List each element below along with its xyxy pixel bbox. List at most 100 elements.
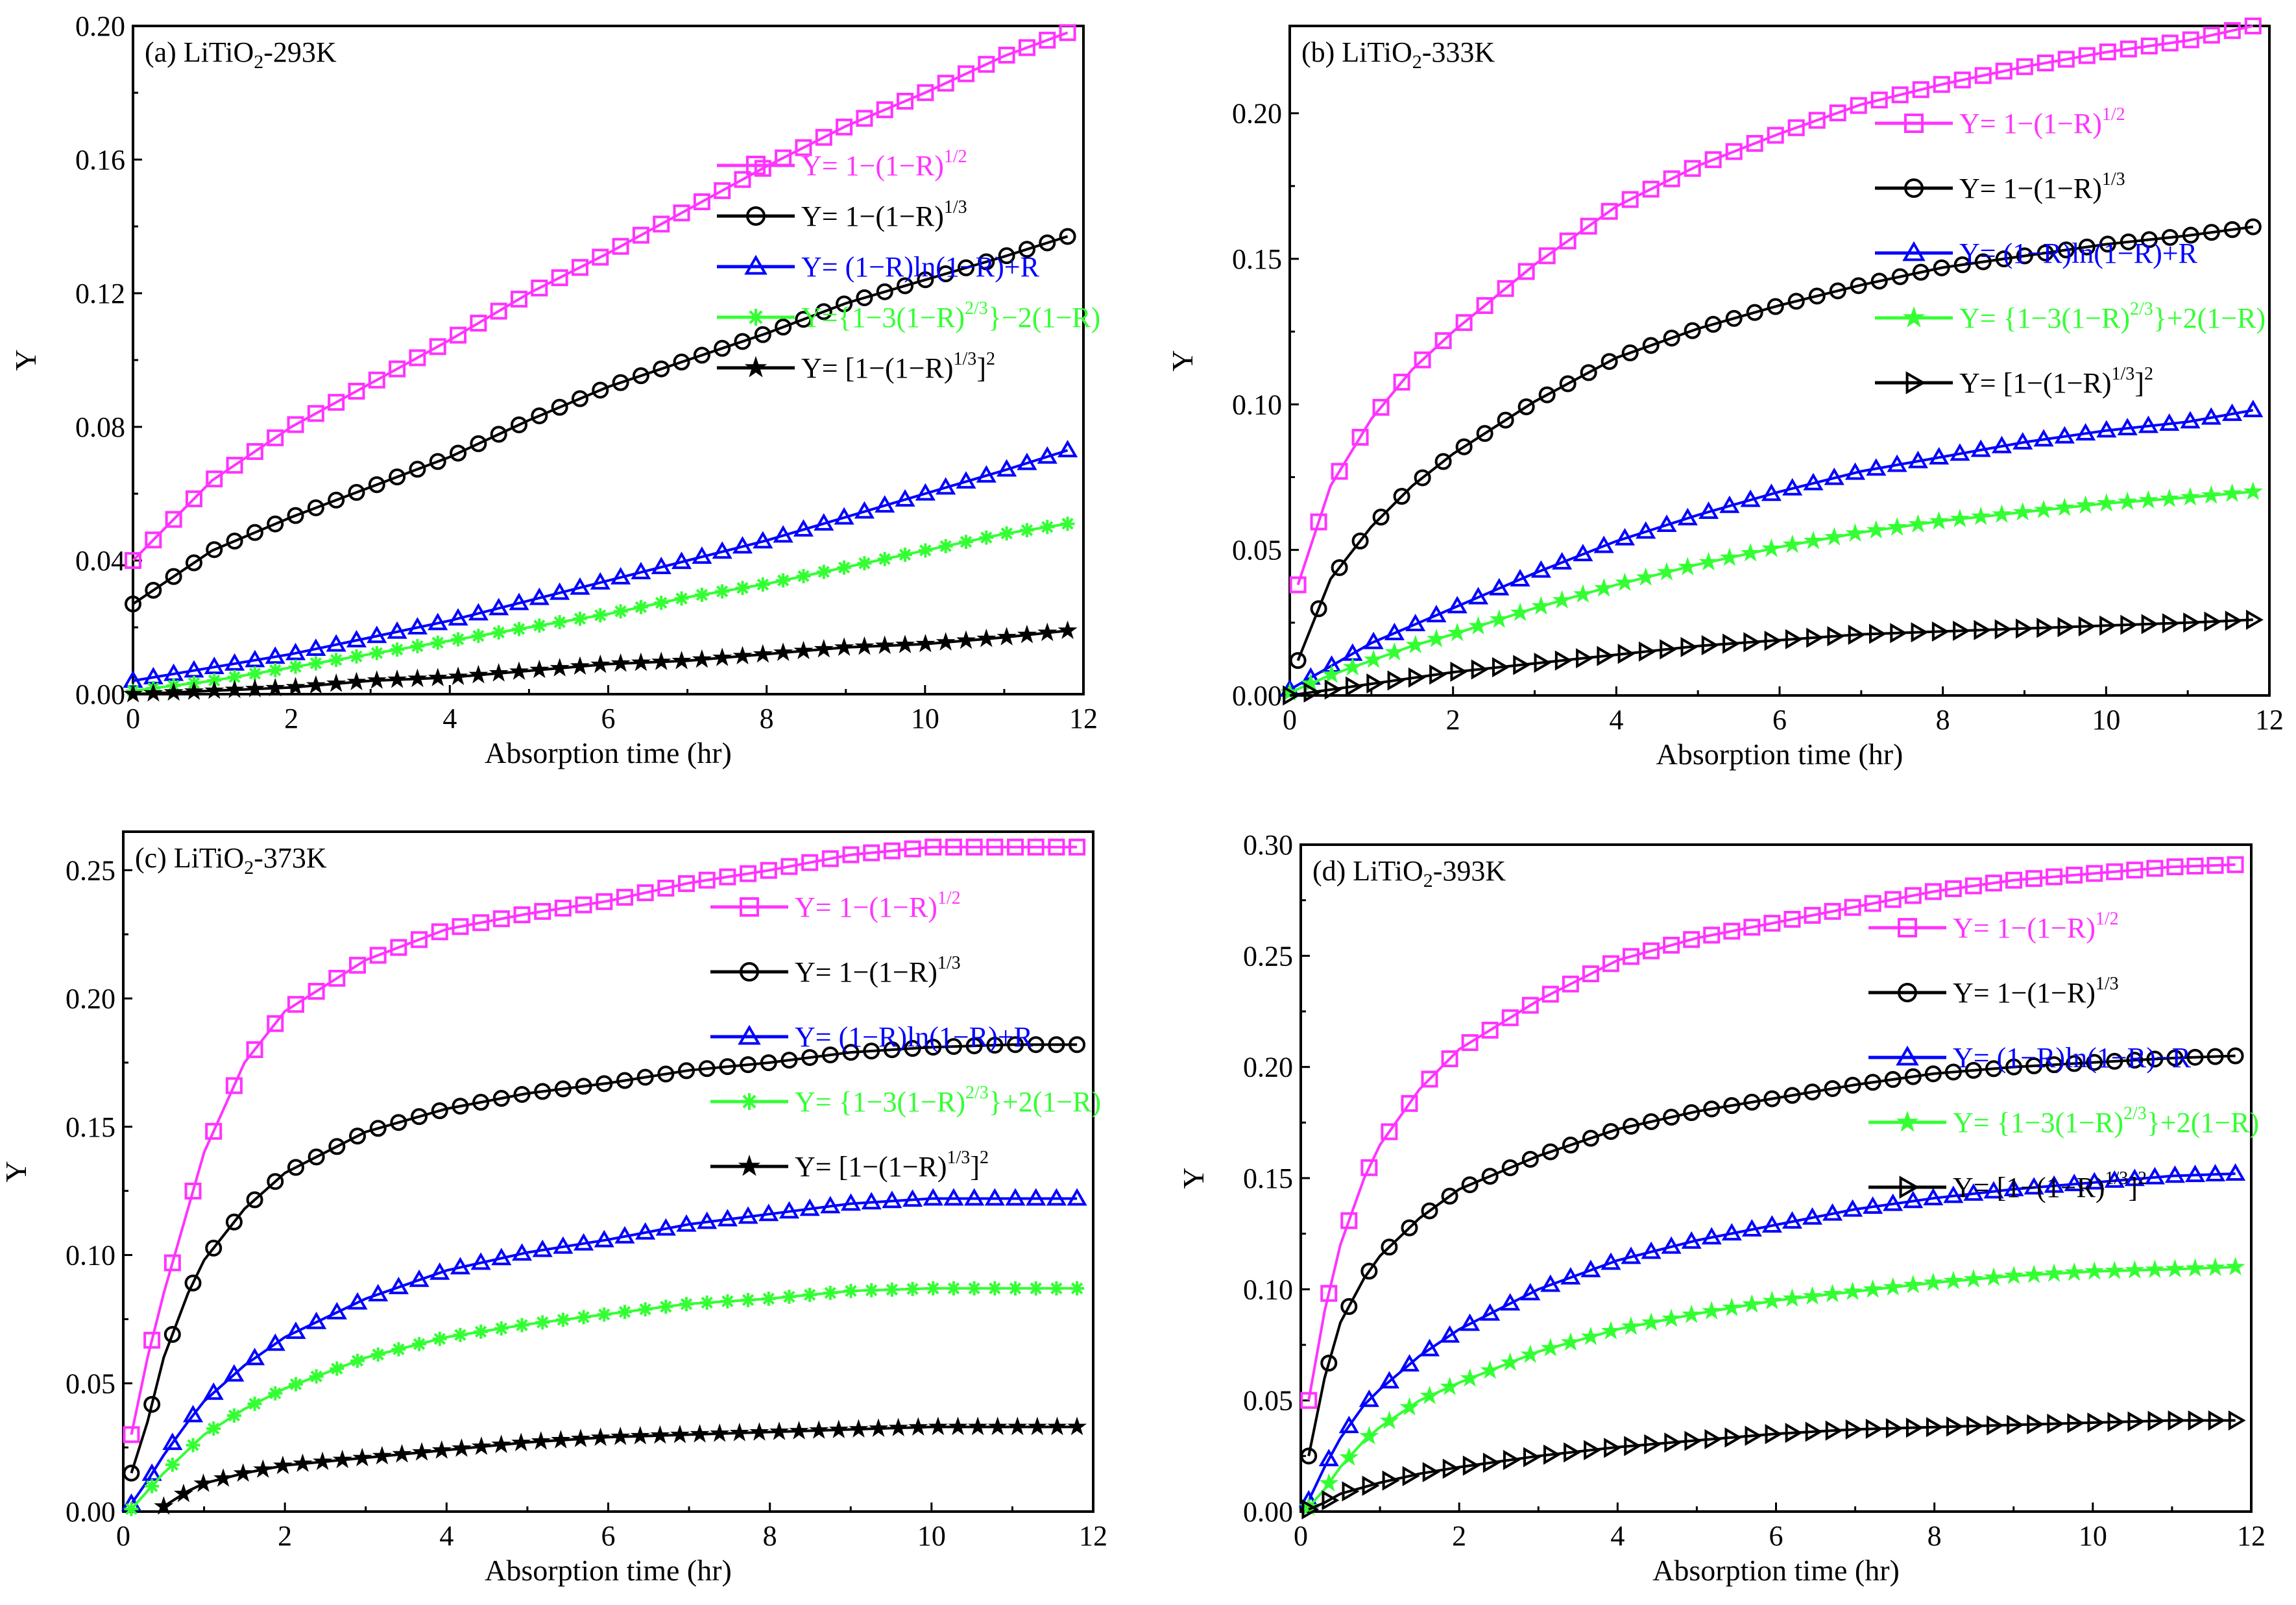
data-point — [1864, 895, 1881, 912]
data-point — [2138, 415, 2159, 433]
data-point — [1761, 483, 1782, 501]
data-point — [2066, 866, 2083, 884]
data-point — [2225, 610, 2243, 631]
data-point — [1552, 551, 1573, 570]
data-point — [863, 844, 880, 862]
data-point — [1701, 634, 1719, 656]
data-point — [651, 651, 671, 670]
data-point — [1719, 547, 1739, 566]
data-point — [1601, 1321, 1621, 1340]
data-point — [1017, 452, 1037, 470]
data-point — [820, 1196, 841, 1214]
data-point — [2161, 228, 2179, 246]
data-point — [2147, 1410, 2166, 1431]
legend-marker — [740, 897, 759, 917]
data-point — [735, 581, 750, 596]
data-point — [531, 1431, 551, 1450]
y-axis-label: Y — [1177, 1167, 1210, 1189]
data-point — [734, 171, 751, 188]
data-point — [184, 681, 204, 700]
data-point — [329, 653, 344, 668]
data-point — [1725, 309, 1743, 327]
data-point — [895, 634, 915, 653]
data-point — [1656, 514, 1677, 533]
data-point — [352, 1447, 372, 1467]
data-point — [815, 128, 832, 146]
panel-title: (a) LiTiO2-293K — [145, 36, 337, 73]
data-point — [1663, 936, 1680, 954]
data-point — [617, 1305, 632, 1320]
data-point — [1870, 91, 1888, 109]
data-point — [1401, 1094, 1418, 1112]
data-point — [551, 1430, 571, 1449]
data-point — [884, 1282, 899, 1297]
data-point — [1359, 1426, 1379, 1445]
data-point — [694, 587, 709, 602]
data-point — [2046, 1056, 2063, 1074]
data-point — [2201, 485, 2221, 504]
data-point — [287, 416, 304, 433]
data-point — [1057, 439, 1078, 457]
data-point — [348, 483, 365, 501]
legend-entry: Y= 1−(1−R)1/2 — [717, 147, 967, 182]
data-point — [1884, 1070, 1902, 1088]
data-point — [1887, 454, 1907, 472]
data-point — [369, 646, 384, 660]
data-point — [1379, 1410, 1399, 1429]
x-tick-label: 8 — [763, 1520, 777, 1552]
data-point — [1420, 1385, 1440, 1405]
data-point — [2044, 1175, 2064, 1193]
data-point — [2127, 1411, 2145, 1432]
data-point — [184, 1182, 202, 1200]
data-point — [2244, 218, 2262, 235]
data-point — [432, 1331, 447, 1346]
data-point — [1911, 622, 1929, 643]
data-point — [897, 92, 914, 110]
data-point — [1742, 1294, 1762, 1313]
data-point — [1604, 1438, 1622, 1458]
data-point — [1950, 509, 1970, 527]
data-point — [1723, 1097, 1741, 1115]
data-point — [412, 1336, 427, 1351]
data-point — [1684, 160, 1701, 177]
data-point — [2057, 241, 2075, 259]
data-point — [2078, 616, 2096, 637]
data-point — [659, 1299, 673, 1314]
y-tick-label: 0.00 — [75, 679, 125, 710]
data-point — [843, 1283, 858, 1298]
data-point — [1440, 1377, 1460, 1395]
data-point — [391, 1342, 406, 1357]
data-point — [612, 237, 629, 255]
data-point — [1963, 1269, 1983, 1288]
data-point — [1530, 560, 1551, 578]
data-point — [758, 1203, 779, 1222]
data-point — [267, 1015, 284, 1032]
data-point — [452, 918, 469, 935]
data-point — [1520, 1283, 1541, 1301]
data-point — [657, 880, 675, 897]
legend-label: Y= 1−(1−R)1/3 — [1959, 169, 2125, 204]
data-point — [610, 566, 631, 585]
data-point — [633, 599, 648, 614]
data-point — [572, 611, 587, 626]
data-point — [1560, 1267, 1581, 1285]
legend-entry: Y= [1−(1−R)1/3]2 — [710, 1148, 989, 1183]
data-point — [1441, 1050, 1458, 1068]
data-point — [897, 277, 914, 295]
data-point — [2126, 1052, 2144, 1069]
data-point — [165, 1457, 180, 1472]
data-point — [882, 1190, 902, 1209]
data-point — [2117, 418, 2138, 435]
data-point — [1641, 1312, 1662, 1331]
legend-label: Y= 1−(1−R)1/2 — [1953, 909, 2119, 944]
legend-marker — [744, 356, 767, 378]
series-line — [1296, 225, 2254, 661]
data-point — [1319, 1473, 1339, 1492]
panel-title: (d) LiTiO2-393K — [1312, 855, 1506, 891]
data-point — [1067, 1416, 1087, 1436]
data-point — [875, 495, 895, 513]
data-point — [1995, 62, 2012, 80]
data-point — [998, 46, 1015, 64]
data-point — [575, 1078, 592, 1095]
